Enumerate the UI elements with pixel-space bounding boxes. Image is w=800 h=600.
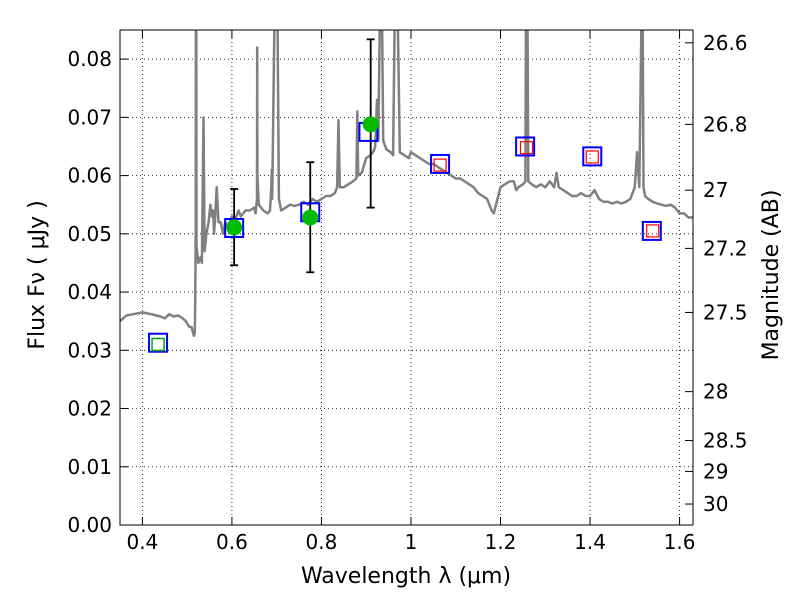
right-tick-label: 27 [703,178,728,202]
ticks-layer: 0.4 0.6 0.8 1 1.2 1.4 1.6 0.00 0.01 0.02 0.03 0.04 0… [67,30,748,554]
y-tick-label: 0.07 [67,105,112,129]
nir-square [585,150,599,164]
x-tick-label: 1.2 [485,530,517,554]
x-tick-label: 1.6 [664,530,696,554]
y-tick-label: 0.04 [67,280,112,304]
right-tick-label: 28.5 [703,429,748,453]
y-tick-label: 0.06 [67,164,112,188]
model-flux-square [641,220,662,241]
x-tick-label: 0.8 [306,530,338,554]
right-tick-label: 29 [703,459,728,483]
model-flux-square [582,146,603,167]
right-tick-label: 27.2 [703,236,748,260]
spectrum-line [120,30,693,337]
grid [120,30,693,525]
y-tick-label: 0.01 [67,455,112,479]
right-tick-label: 26.6 [703,31,748,55]
x-axis-label: Wavelength λ (μm) [301,564,511,589]
x-tick-label: 0.4 [126,530,158,554]
measured-flux-point [362,116,379,133]
marker-layer [148,116,662,353]
measured-flux-point [226,219,243,236]
model-flux-square [224,218,245,238]
measured-flux-point [302,209,319,226]
x-tick-label: 0.6 [216,530,248,554]
nir-square [433,158,447,172]
spectrum-layer [120,30,693,337]
y-tick-label: 0.03 [67,338,112,362]
right-tick-label: 30 [703,492,728,516]
right-axis-label: Magnitude (AB) [759,190,784,361]
errorbar-layer [230,38,375,274]
y-tick-label: 0.02 [67,397,112,421]
y-tick-label: 0.05 [67,222,112,246]
right-tick-label: 26.8 [703,112,748,136]
y-tick-label: 0.08 [67,47,112,71]
plot-frame [119,29,694,526]
x-tick-label: 1 [405,530,418,554]
model-flux-square [515,136,536,157]
nir-square [519,141,534,155]
nir-square [646,224,660,238]
right-tick-label: 27.5 [703,300,748,324]
y-axis-label: Flux Fν ( μJy ) [25,200,50,349]
x-tick-label: 1.4 [574,530,606,554]
nondetection-square [151,337,165,352]
y-tick-label: 0.00 [67,513,112,537]
model-flux-square [148,332,169,353]
right-tick-label: 28 [703,380,728,404]
model-flux-square [430,153,451,174]
